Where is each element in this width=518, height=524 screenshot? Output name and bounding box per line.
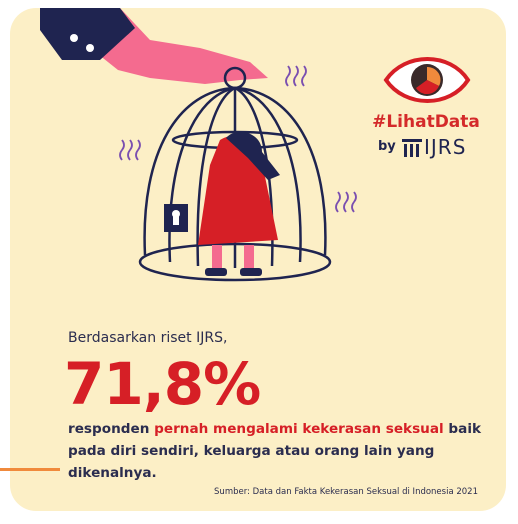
woman-hair xyxy=(226,131,280,180)
leg xyxy=(212,245,222,270)
accent-line xyxy=(0,468,60,471)
org-name: IJRS xyxy=(424,135,467,159)
leg xyxy=(244,245,254,270)
shoe xyxy=(205,268,227,276)
body-text: responden pernah mengalami kekerasan sek… xyxy=(68,418,498,484)
highlight: pernah mengalami kekerasan seksual xyxy=(154,421,444,437)
by-label: by xyxy=(378,139,396,154)
lock-hole xyxy=(173,216,179,225)
hashtag: #LihatData xyxy=(372,112,480,132)
cage xyxy=(138,66,332,282)
eye-pie xyxy=(427,66,441,86)
headline-figure: 71,8% xyxy=(64,350,261,418)
ijrs-icon xyxy=(402,139,422,157)
text: baik pada diri sendiri, keluarga atau or… xyxy=(68,421,482,481)
cuff xyxy=(40,8,135,60)
eye-pie xyxy=(416,80,439,95)
text: responden xyxy=(68,421,155,437)
source: Sumber: Data dan Fakta Kekerasan Seksual… xyxy=(214,487,478,497)
intro-text: Berdasarkan riset IJRS, xyxy=(68,330,228,346)
shoe xyxy=(240,268,262,276)
button xyxy=(86,44,94,52)
button xyxy=(70,34,78,42)
squiggles xyxy=(119,65,357,213)
